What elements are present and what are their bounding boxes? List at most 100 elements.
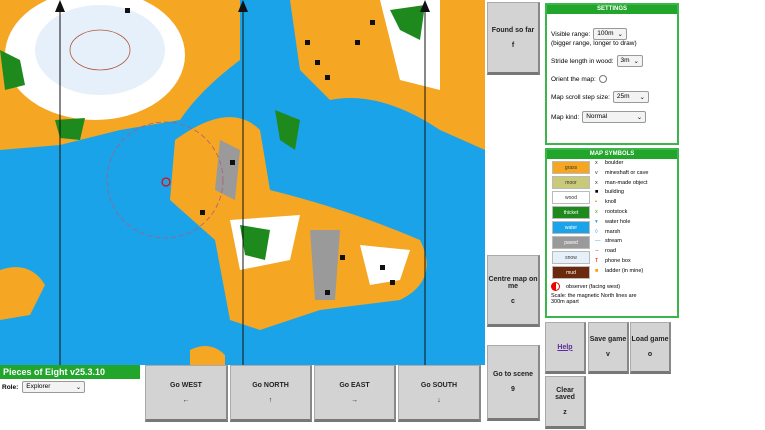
symbol-label: stream: [605, 238, 622, 245]
button-key: v: [606, 351, 610, 358]
stride-select[interactable]: 3m ⌄: [616, 55, 643, 67]
button-label: Centre map on me: [488, 275, 538, 290]
symbol-label: man-made object: [605, 179, 648, 186]
go-west-button[interactable]: Go WEST ←: [145, 365, 228, 422]
symbol-ladder-in-mine-: ■ ladder (in mine): [595, 267, 648, 277]
chevron-down-icon: ⌄: [617, 31, 623, 38]
symbol-building: ■ building: [595, 188, 648, 198]
button-label: Load game: [631, 336, 669, 343]
button-label: Go to scene: [492, 371, 534, 378]
chevron-down-icon: ⌄: [633, 58, 639, 65]
symbol-marsh: ◊ marsh: [595, 228, 648, 238]
symbol-glyph-icon: —: [595, 238, 601, 245]
swatch-moor: moor: [552, 176, 590, 189]
settings-panel: SETTINGS Visible range: 100m ⌄ (bigger ran…: [545, 3, 679, 145]
load-game-button[interactable]: Load game o: [630, 322, 671, 374]
arrow-up-icon: ↑: [268, 396, 273, 404]
symbol-water-hole: ▾ water hole: [595, 218, 648, 228]
button-label: Go WEST: [170, 381, 202, 389]
arrow-down-icon: ↓: [437, 396, 441, 404]
button-label: Found so far: [491, 26, 535, 34]
scroll-step-value: 25m: [616, 93, 630, 100]
map-kind-select[interactable]: Normal ⌄: [582, 111, 647, 123]
scroll-step-label: Map scroll step size:: [551, 93, 610, 101]
settings-title: SETTINGS: [547, 5, 677, 14]
symbol-glyph-icon: T: [595, 257, 599, 264]
help-button[interactable]: Help: [545, 322, 586, 374]
map-symbols-panel: MAP SYMBOLS grass moor wood thicket water pav…: [545, 148, 679, 318]
symbol-label: building: [605, 189, 624, 196]
orient-checkbox[interactable]: [598, 75, 607, 83]
visible-range-value: 100m: [597, 30, 614, 37]
symbol-glyph-icon: ■: [595, 267, 599, 274]
go-to-scene-button[interactable]: Go to scene 9: [487, 345, 540, 421]
arrow-right-icon: →: [351, 396, 358, 404]
button-key: f: [511, 41, 515, 49]
role-select[interactable]: Explorer ⌄: [22, 381, 86, 393]
symbol-glyph-icon: ■: [595, 189, 599, 196]
map-kind-label: Map kind:: [551, 113, 580, 121]
symbol-label: water hole: [605, 218, 631, 225]
swatch-thicket: thicket: [552, 206, 590, 219]
symbol-man-made-object: x man-made object: [595, 179, 648, 189]
button-key: o: [647, 351, 653, 358]
scroll-step-select[interactable]: 25m ⌄: [612, 91, 649, 103]
symbol-label: road: [605, 248, 617, 255]
go-south-button[interactable]: Go SOUTH ↓: [398, 365, 481, 422]
app-title: Pieces of Eight v25.3.10: [0, 365, 140, 379]
chevron-down-icon: ⌄: [75, 384, 82, 391]
chevron-down-icon: ⌄: [639, 94, 645, 101]
map-kind-value: Normal: [586, 113, 608, 120]
button-label: Go SOUTH: [420, 381, 458, 389]
chevron-down-icon: ⌄: [636, 114, 643, 121]
symbol-label: mineshaft or cave: [605, 169, 649, 176]
stride-label: Stride length in wood:: [551, 57, 614, 65]
symbol-label: rootstock: [605, 208, 628, 215]
go-north-button[interactable]: Go NORTH ↑: [230, 365, 312, 422]
symbol-label: boulder: [605, 160, 624, 166]
stride-value: 3m: [620, 57, 630, 64]
button-label: Go NORTH: [252, 381, 289, 389]
swatch-snow: snow: [552, 251, 590, 264]
symbol-glyph-icon: v: [595, 169, 598, 176]
go-east-button[interactable]: Go EAST →: [314, 365, 396, 422]
arrow-left-icon: ←: [182, 396, 190, 404]
symbol-rootstock: x rootstock: [595, 208, 648, 218]
symbol-label: marsh: [605, 228, 621, 235]
orient-label: Orient the map:: [551, 75, 596, 83]
symbol-label: knoll: [605, 199, 617, 206]
swatch-mud: mud: [552, 266, 590, 279]
button-key: z: [563, 409, 567, 416]
symbol-label: ladder (in mine): [605, 267, 644, 274]
symbol-knoll: • knoll: [595, 198, 648, 208]
help-link[interactable]: Help: [557, 343, 573, 351]
visible-range-select[interactable]: 100m ⌄: [593, 28, 627, 40]
map-canvas[interactable]: [0, 0, 485, 365]
swatch-paved: paved: [552, 236, 590, 249]
swatch-water: water: [552, 221, 590, 234]
symbol-glyph-icon: ▾: [595, 218, 598, 225]
save-game-button[interactable]: Save game v: [588, 322, 629, 374]
scale-note: Scale: the magnetic North lines are 300m…: [551, 293, 637, 305]
symbol-glyph-icon: --: [595, 248, 599, 255]
observer-icon: [551, 282, 560, 291]
found-so-far-button[interactable]: Found so far f: [487, 2, 540, 75]
symbol-glyph-icon: x: [595, 179, 598, 186]
role-label: Role:: [2, 383, 19, 391]
symbol-glyph-icon: ◊: [595, 228, 598, 235]
visible-range-label: Visible range:: [551, 30, 591, 38]
symbol-glyph-icon: x: [595, 160, 598, 166]
symbol-glyph-icon: x: [595, 208, 598, 215]
symbol-boulder: x boulder: [595, 159, 648, 169]
clear-saved-button[interactable]: Clear saved z: [545, 376, 586, 429]
centre-map-button[interactable]: Centre map on me c: [487, 255, 540, 327]
swatch-wood: wood: [552, 191, 590, 204]
button-label: Clear saved: [555, 387, 575, 401]
button-label: Save game: [589, 336, 627, 343]
symbol-stream: — stream: [595, 237, 648, 247]
symbol-mineshaft-or-cave: v mineshaft or cave: [595, 169, 648, 179]
button-key: c: [511, 297, 515, 305]
symbol-label: phone box: [605, 257, 631, 264]
symbol-glyph-icon: •: [595, 199, 597, 206]
